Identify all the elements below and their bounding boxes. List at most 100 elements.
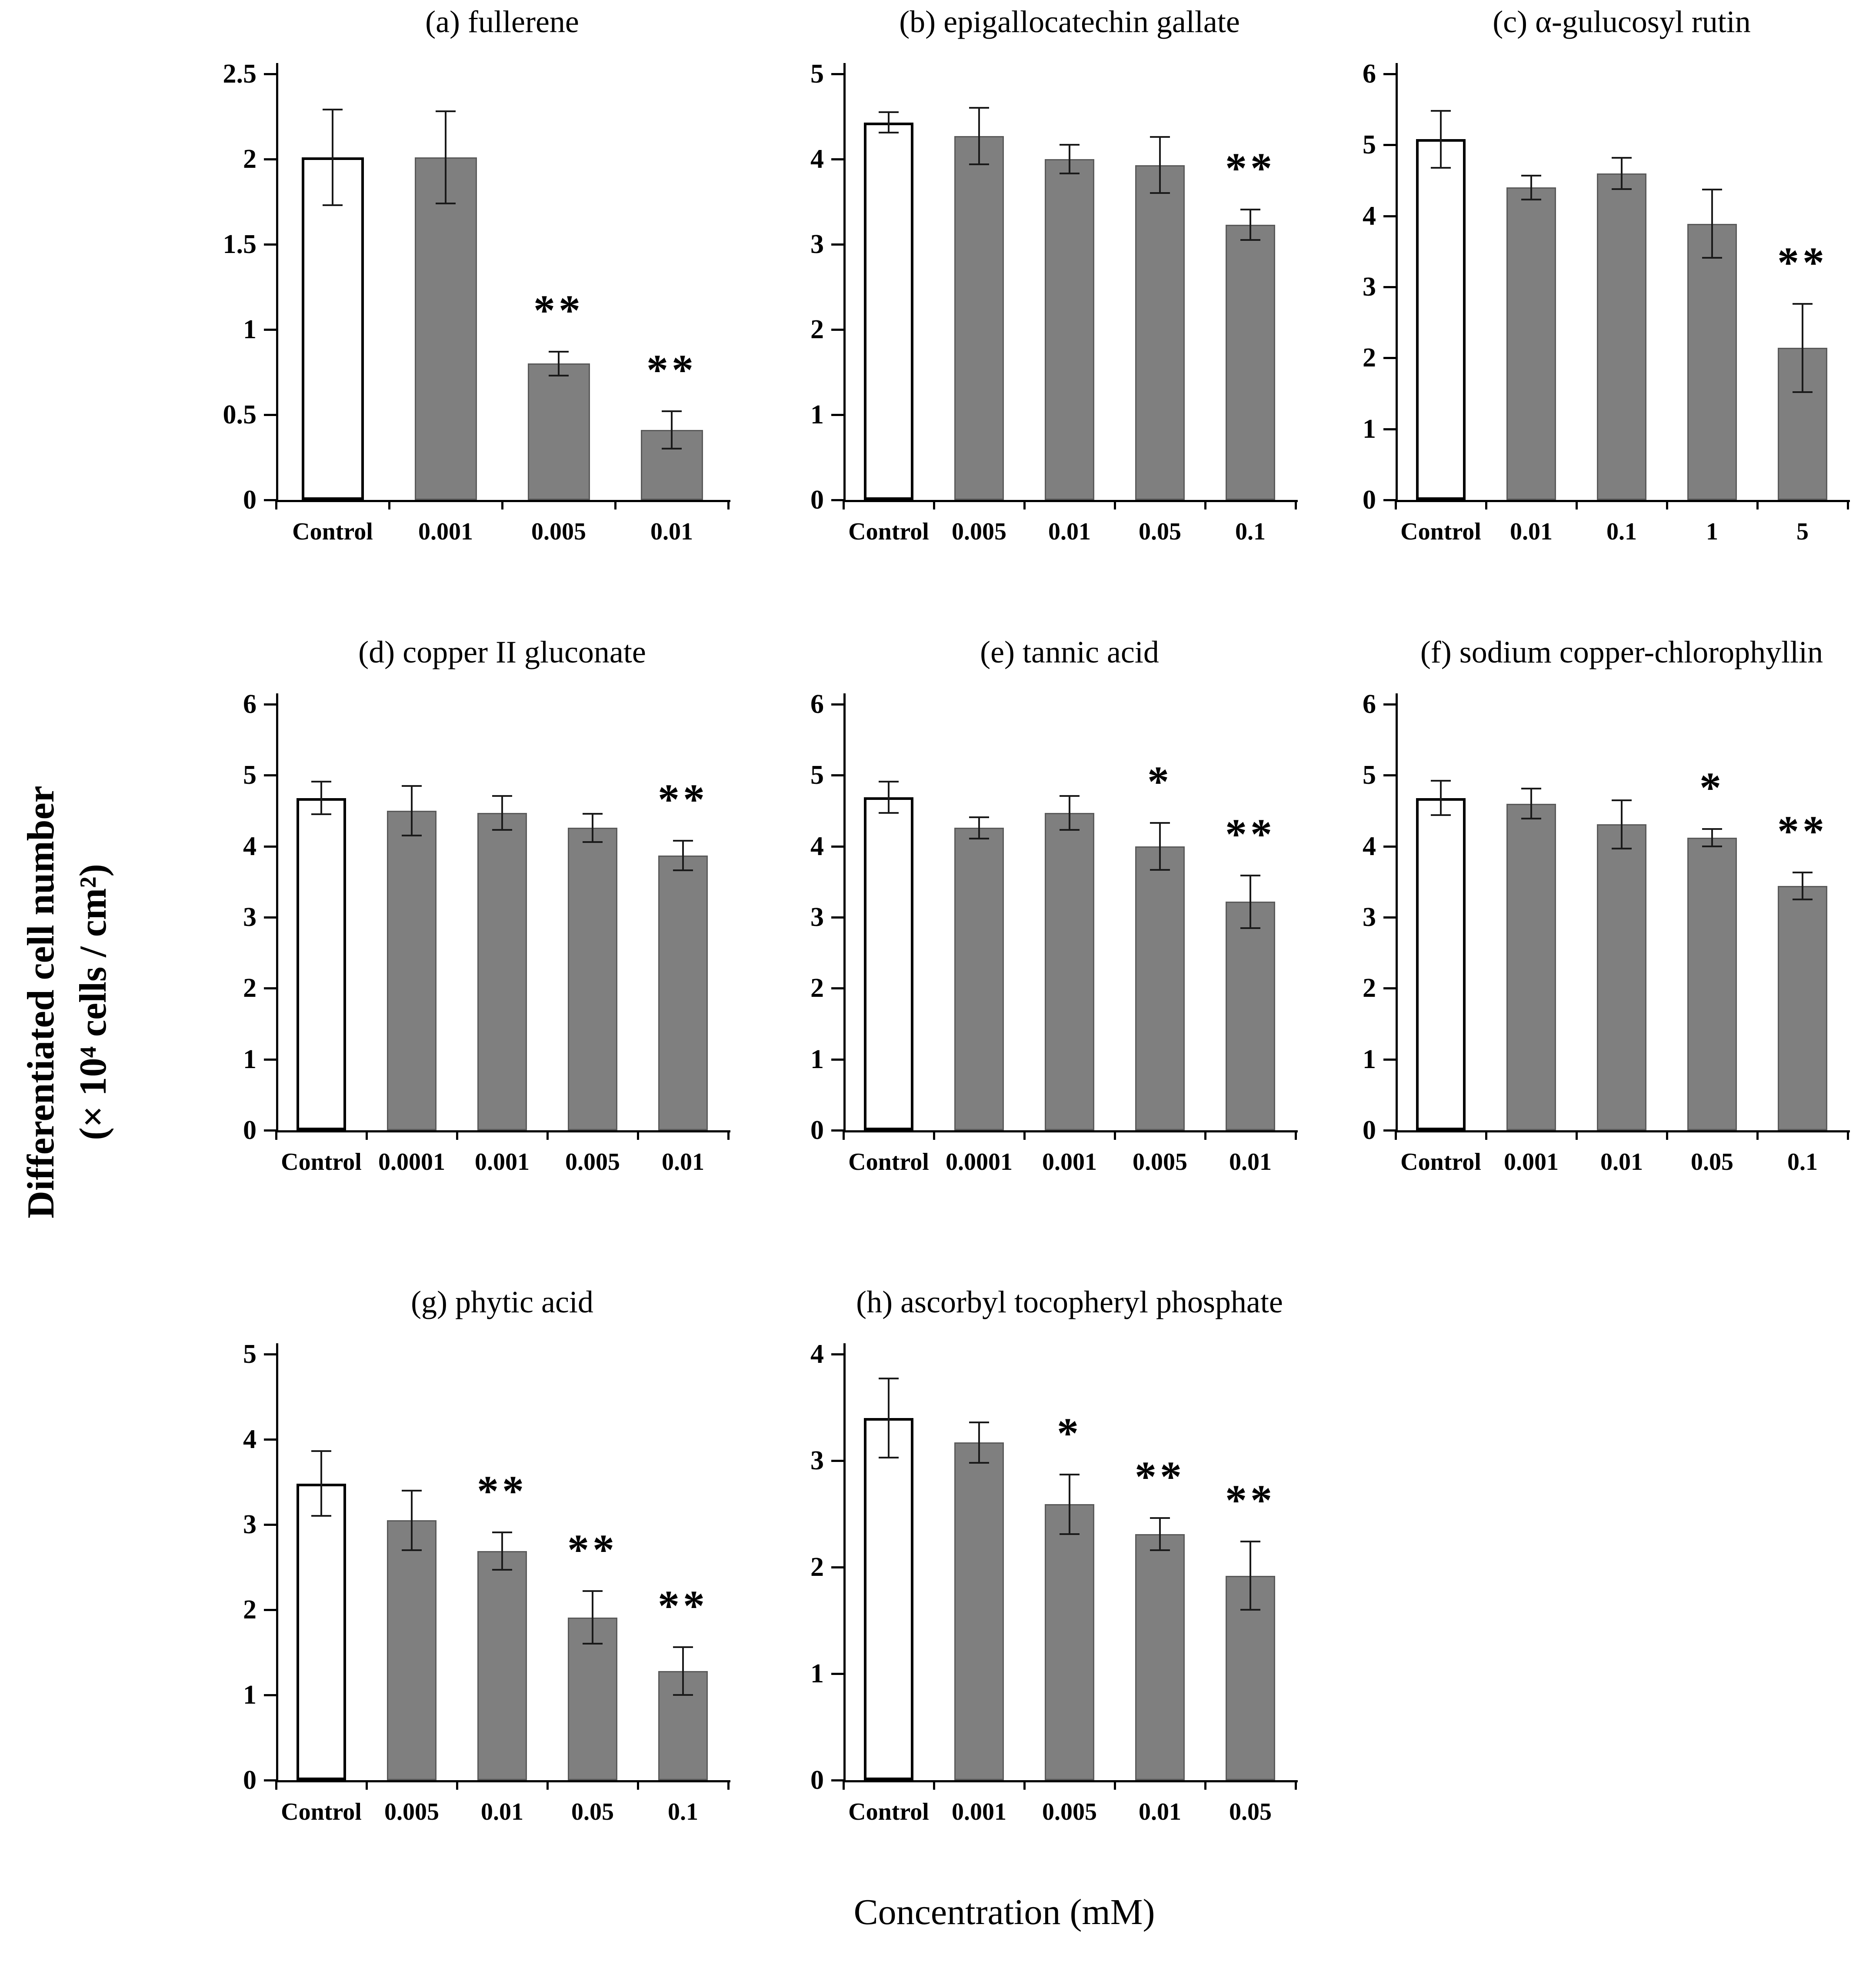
y-tick-mark [1383,845,1396,848]
bar [1687,223,1737,500]
significance-marker: ** [1777,238,1828,287]
y-tick-label: 2 [243,973,257,1003]
y-tick-label: 3 [243,1510,257,1539]
error-bar-line [445,111,447,203]
x-tick-mark [727,1130,730,1140]
y-tick-mark [831,703,843,706]
y-tick-label: 6 [243,689,257,719]
error-bar-cap [1431,166,1451,169]
y-tick-label: 6 [810,689,824,719]
error-bar-cap [323,109,343,111]
error-bar-cap [969,107,989,109]
x-axis-label: Concentration (mM) [853,1892,1155,1932]
x-tick-mark [1114,1130,1116,1140]
error-bar-line [888,1378,890,1458]
significance-marker: ** [477,1466,527,1515]
error-bar-cap [549,374,569,376]
chart-title: (e) tannic acid [980,635,1159,669]
y-tick-label: 6 [1363,59,1376,89]
category-label: Control [281,1149,362,1175]
chart-panel-e: (e) tannic acid 0 1 2 3 4 5 6 Control 0.0001 0.001… [754,635,1320,1222]
x-tick-mark [1114,1780,1116,1790]
error-bar-line [332,110,333,205]
x-tick-mark [1295,1780,1297,1790]
bar [1044,1504,1095,1780]
error-bar-cap [1060,143,1080,146]
category-label: Control [292,518,373,545]
x-tick-mark [456,1780,458,1790]
chart-title: (b) epigallocatechin gallate [899,4,1240,39]
error-bar-cap [1150,822,1170,824]
y-tick-label: 1 [810,1659,824,1688]
chart-panel-a: (a) fullerene 0 0.5 1 1.5 2 2.5 Control 0.001 ** 0… [187,4,752,591]
error-bar-line [411,1490,413,1550]
error-bar-cap [1060,173,1080,175]
y-tick-label: 1 [1363,414,1376,444]
error-bar-line [1711,829,1713,846]
error-bar-cap [492,829,512,831]
error-bar-cap [969,837,989,839]
bar [954,136,1004,500]
bar [1044,159,1095,500]
error-bar-cap [436,110,456,113]
y-tick-mark [1383,357,1396,360]
y-tick-label: 1.5 [223,230,257,259]
x-tick-mark [1485,1130,1487,1140]
error-bar-line [978,817,980,839]
y-axis-line [843,1343,846,1782]
category-label: Control [848,1798,929,1825]
y-tick-mark [264,1058,276,1061]
x-tick-mark [456,1130,458,1140]
x-tick-mark [1576,500,1578,509]
y-tick-mark [831,329,843,331]
category-label: 0.05 [1691,1149,1733,1175]
error-bar-cap [311,781,331,783]
error-bar-cap [1793,303,1813,305]
y-tick-label: 0 [1363,1115,1376,1145]
x-tick-mark [727,500,730,509]
error-bar-cap [1793,391,1813,393]
y-tick-mark [264,414,276,416]
error-bar-cap [311,1515,331,1517]
y-tick-mark [264,916,276,919]
bar [527,363,590,500]
error-bar-cap [673,869,693,872]
bar [863,1418,914,1780]
significance-marker: ** [658,1581,708,1630]
category-label: 0.05 [1229,1798,1272,1825]
category-label: 0.0001 [946,1149,1013,1175]
y-tick-label: 5 [1363,130,1376,160]
error-bar-cap [1521,788,1541,790]
error-bar-cap [436,202,456,204]
y-tick-mark [1383,1058,1396,1061]
error-bar-cap [311,1450,331,1452]
error-bar-cap [969,816,989,818]
x-tick-mark [843,1130,845,1140]
x-tick-mark [546,1780,549,1790]
bar [1687,838,1737,1130]
x-tick-mark [1395,1130,1397,1140]
bar [477,1551,527,1780]
category-label: 0.001 [475,1149,530,1175]
category-label: 5 [1796,518,1809,545]
y-axis-line [276,693,278,1132]
error-bar-line [1802,304,1803,392]
y-tick-label: 5 [243,1339,257,1369]
error-bar-line [1440,110,1442,168]
error-bar-line [888,782,890,813]
y-tick-mark [831,1673,843,1675]
y-tick-mark [264,243,276,246]
bar [567,828,618,1130]
category-label: 0.01 [481,1798,523,1825]
y-tick-label: 5 [243,760,257,790]
x-axis-line [843,1130,1298,1132]
error-bar-line [411,786,413,836]
x-tick-mark [1204,1130,1206,1140]
y-tick-mark [264,1129,276,1132]
y-tick-mark [831,774,843,777]
y-tick-label: 5 [810,59,824,89]
significance-marker: ** [1225,143,1276,192]
x-axis-line [276,1780,730,1782]
bar [414,157,477,500]
y-tick-mark [1383,144,1396,146]
